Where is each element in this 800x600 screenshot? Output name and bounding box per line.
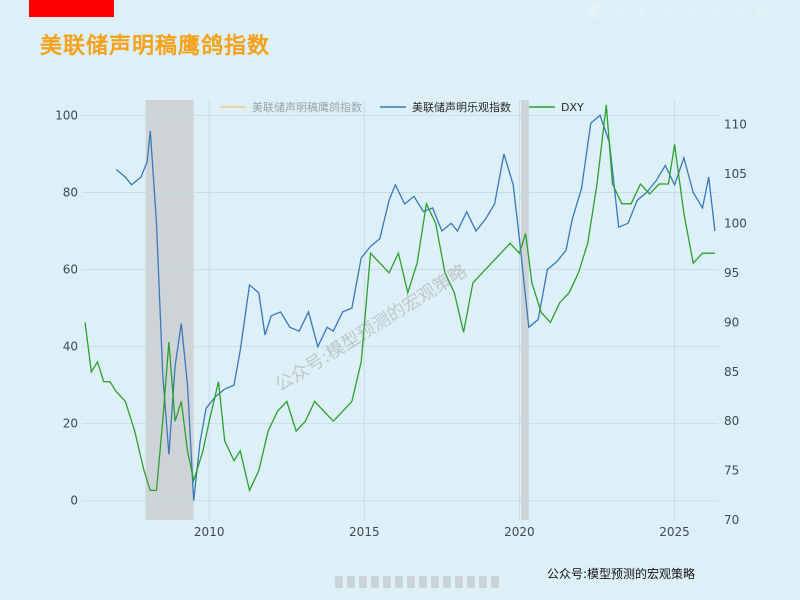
zoom-in-icon[interactable]: ⊞ xyxy=(660,4,672,19)
y-left-tick-label: 60 xyxy=(63,263,78,277)
blurred-strip xyxy=(335,576,499,588)
pan-icon[interactable]: ✚ xyxy=(636,4,648,19)
home-icon[interactable]: ⌂ xyxy=(733,4,743,19)
y-right-tick-label: 75 xyxy=(724,464,739,478)
y-right-tick-label: 70 xyxy=(724,513,739,527)
y-right-tick-label: 90 xyxy=(724,315,739,329)
x-tick-label: 2015 xyxy=(349,525,380,539)
y-left-tick-label: 100 xyxy=(55,108,78,122)
legend-entry-2: DXY xyxy=(561,101,584,114)
plot-modebar: ◙ ⊕ ✚ ⊞ ⊟ ✕ ⌂ ▥ xyxy=(586,4,770,20)
y-left-tick-label: 40 xyxy=(63,340,78,354)
zoom-out-icon[interactable]: ⊟ xyxy=(684,4,696,19)
y-right-tick-label: 95 xyxy=(724,266,739,280)
autoscale-icon[interactable]: ✕ xyxy=(708,4,720,19)
y-right-tick-label: 110 xyxy=(724,118,747,132)
series-line-2 xyxy=(84,104,715,493)
footer-credit: 公众号:模型预测的宏观策略 xyxy=(547,567,696,581)
x-tick-label: 2020 xyxy=(504,525,535,539)
shaded-period-1 xyxy=(520,100,529,520)
x-tick-label: 2010 xyxy=(194,525,225,539)
y-left-tick-label: 20 xyxy=(63,417,78,431)
y-right-tick-label: 105 xyxy=(724,167,747,181)
zoom-icon[interactable]: ⊕ xyxy=(612,4,624,19)
watermark-text: 公众号:模型预测的宏观策略 xyxy=(272,261,471,396)
x-tick-label: 2025 xyxy=(659,525,690,539)
red-marker-bar xyxy=(29,0,114,17)
y-right-tick-label: 85 xyxy=(724,365,739,379)
camera-icon[interactable]: ◙ xyxy=(587,4,601,19)
plotly-logo-icon[interactable]: ▥ xyxy=(755,4,769,19)
y-left-tick-label: 80 xyxy=(63,185,78,199)
y-left-tick-label: 0 xyxy=(70,494,78,508)
legend-entry-0: 美联储声明稿鹰鸽指数 xyxy=(252,100,362,114)
legend-entry-1: 美联储声明乐观指数 xyxy=(412,100,511,114)
page-title: 美联储声明稿鹰鸽指数 xyxy=(40,34,271,59)
y-right-tick-label: 100 xyxy=(724,217,747,231)
y-right-tick-label: 80 xyxy=(724,414,739,428)
